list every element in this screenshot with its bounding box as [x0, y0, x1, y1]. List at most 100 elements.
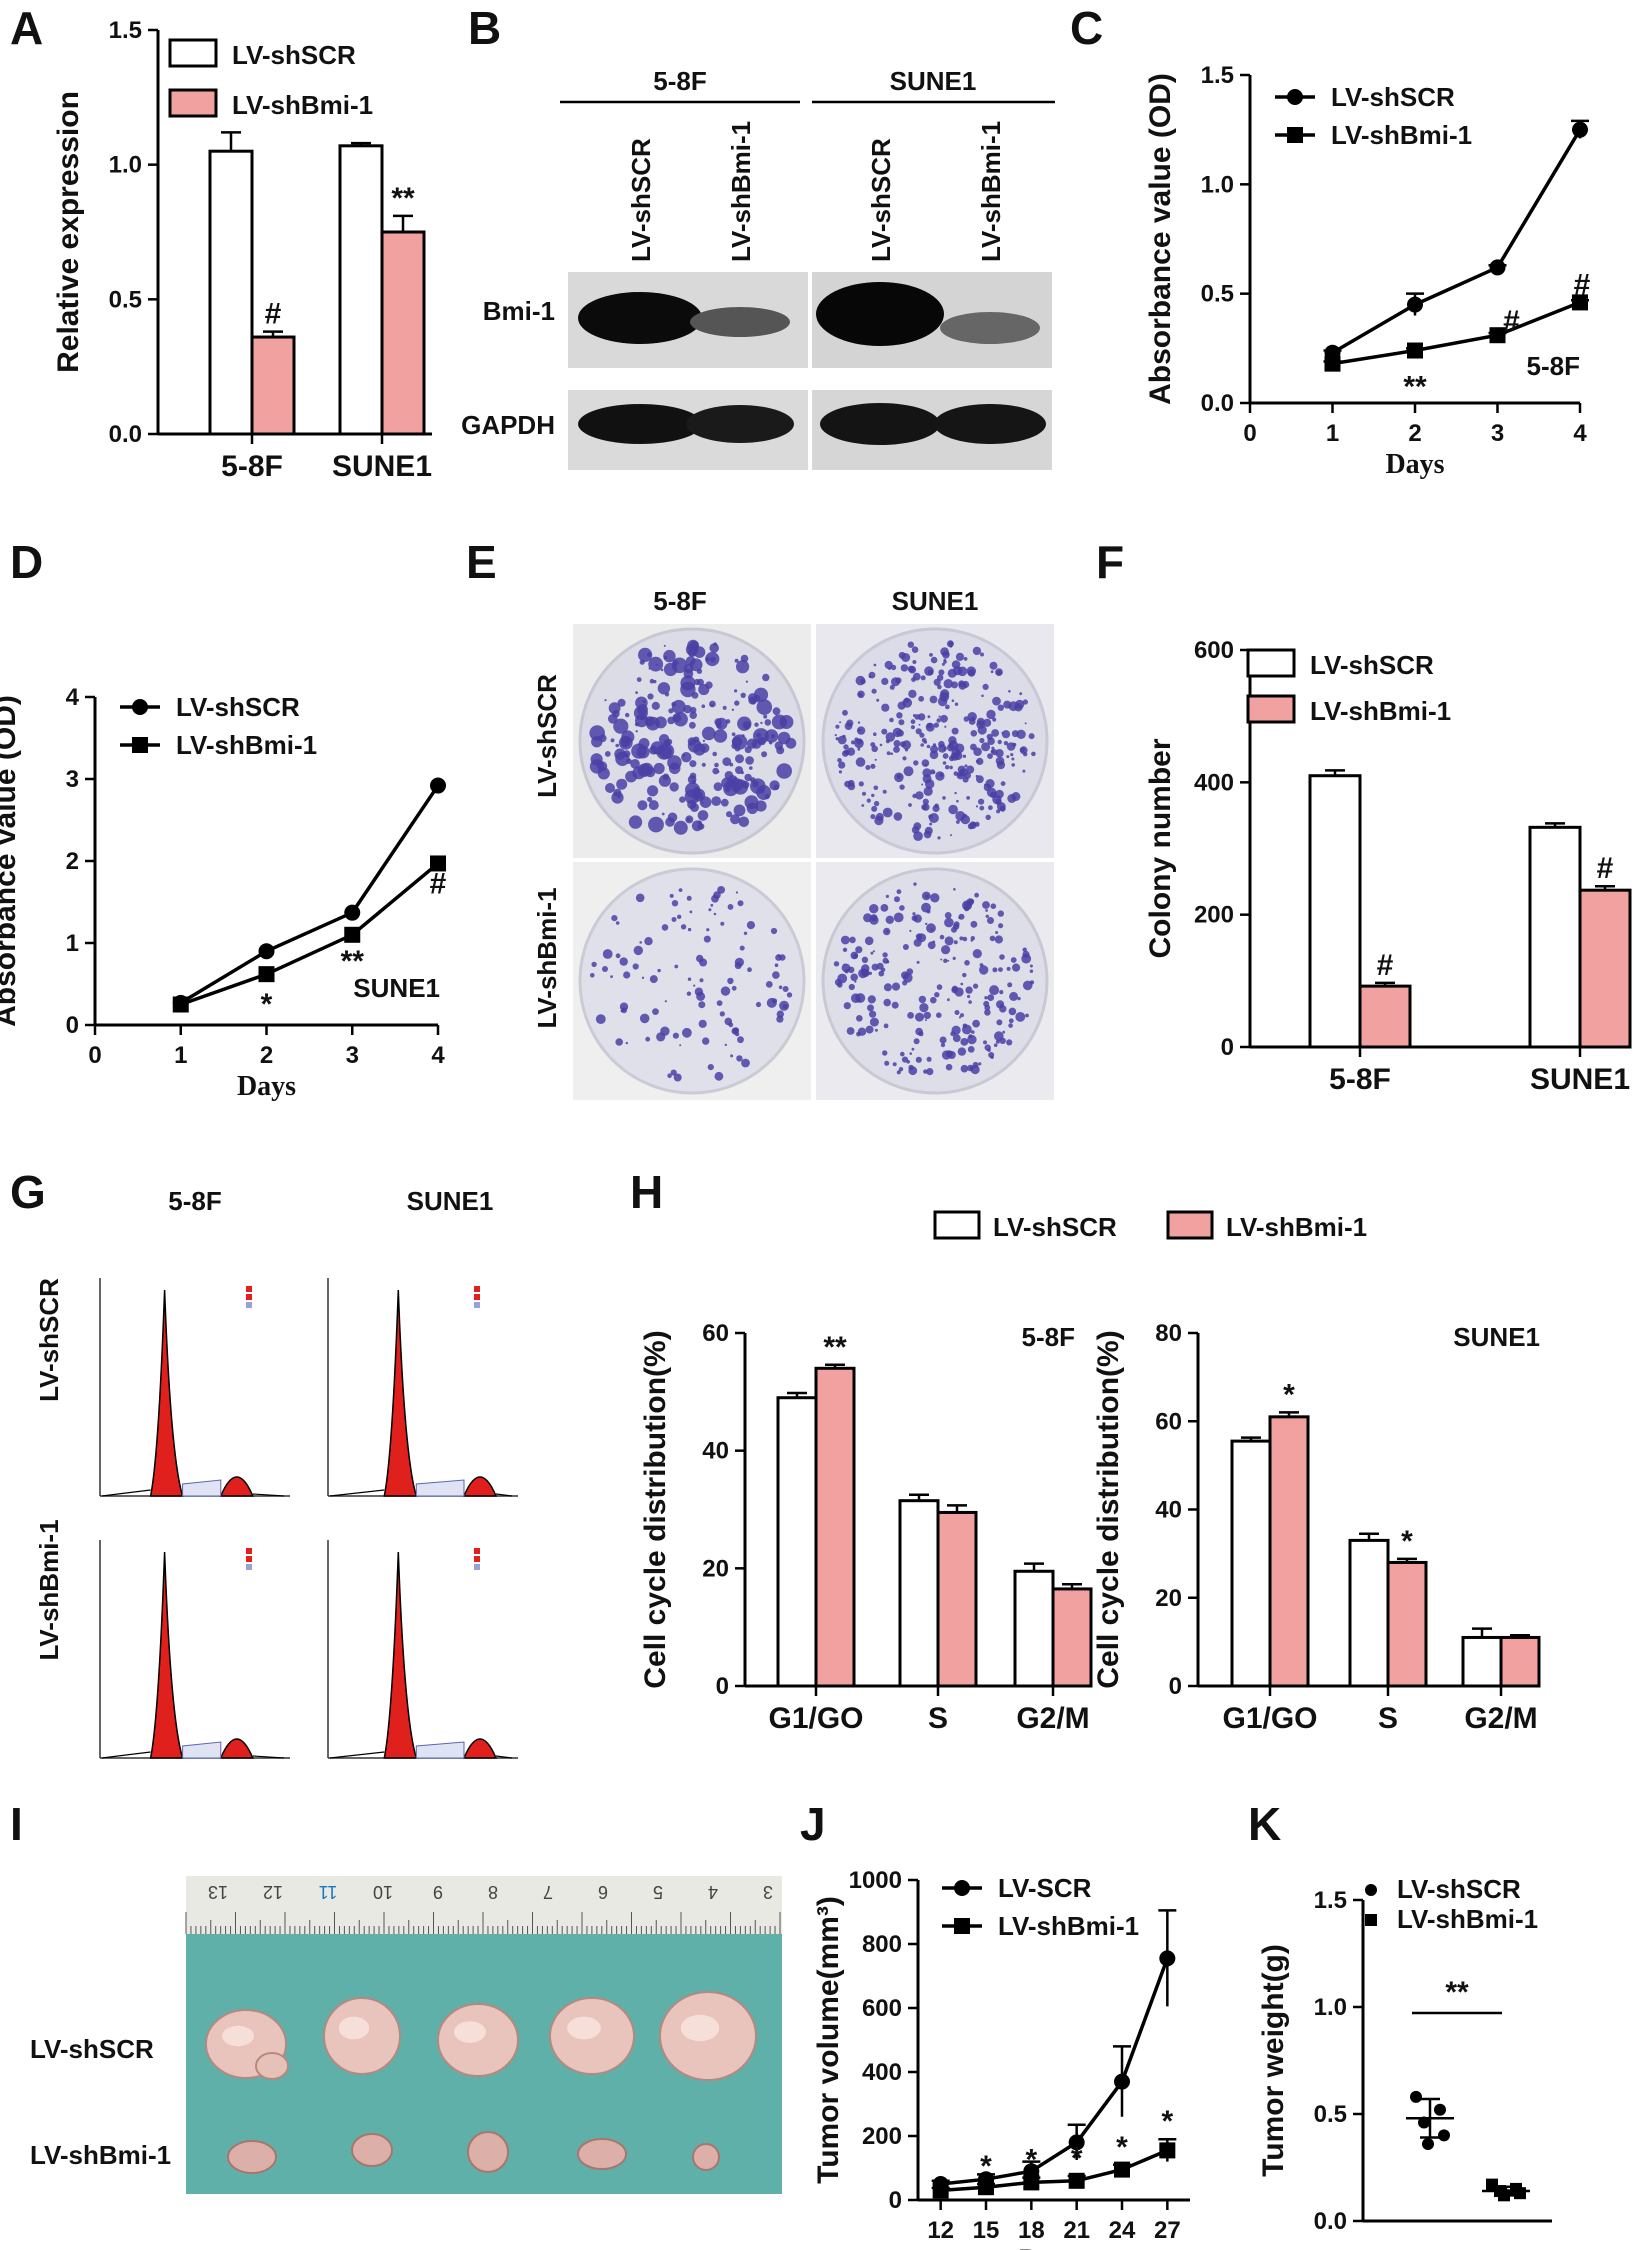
- colony-dot-0-148: [785, 737, 797, 749]
- colony-dot-0-89: [738, 816, 750, 828]
- colony-dot-3-207: [861, 956, 869, 963]
- colony-dot-2-22: [717, 886, 725, 894]
- colony-dot-3-94: [953, 888, 956, 891]
- colony-dot-1-24: [991, 729, 999, 737]
- colony-dot-1-16: [838, 761, 846, 769]
- colony-dot-1-3: [929, 822, 933, 826]
- colony-dot-3-74: [896, 889, 902, 895]
- ytick-label-F-3: 600: [1194, 637, 1234, 664]
- colony-dot-3-182: [960, 1064, 969, 1073]
- colony-dot-2-13: [671, 917, 677, 922]
- colony-dot-1-213: [844, 722, 853, 730]
- colony-dot-3-188: [962, 1024, 972, 1035]
- flow-peak-g2-2: [219, 1738, 254, 1759]
- legend-marker-J-1: [954, 1918, 970, 1934]
- band-bmi1-lane2: [690, 307, 790, 337]
- colony-dot-1-125: [954, 702, 959, 706]
- legend-label-C-1: LV-shBmi-1: [1331, 120, 1472, 150]
- colony-dot-2-46: [728, 1022, 734, 1028]
- colony-dot-1-310: [996, 760, 1006, 770]
- colony-dot-3-16: [970, 920, 978, 928]
- band-gapdh-lane2: [686, 405, 794, 443]
- ruler-label-5: 8: [488, 1882, 498, 1902]
- point-J-1-2: [1023, 2174, 1040, 2191]
- colony-dot-0-160: [737, 716, 752, 731]
- colony-dot-1-62: [910, 725, 916, 730]
- colony-dot-2-25: [708, 908, 712, 912]
- colony-dot-3-22: [1006, 1039, 1013, 1046]
- colony-dot-3-43: [837, 973, 848, 984]
- sig-D-2: **: [341, 945, 365, 978]
- colony-dot-1-92: [929, 695, 938, 704]
- colony-dot-1-257: [1001, 730, 1011, 739]
- colony-dot-3-8: [983, 1040, 987, 1045]
- colony-dot-2-71: [747, 967, 752, 973]
- point-J-1-0: [932, 2182, 949, 2199]
- flow-tail-0: [101, 1489, 285, 1497]
- xtick-label-J-5: 27: [1154, 2217, 1181, 2244]
- colony-dot-3-209: [936, 1012, 942, 1018]
- colony-dot-0-171: [663, 662, 678, 677]
- ruler-label-1: 12: [263, 1882, 283, 1902]
- colony-dot-1-128: [898, 719, 905, 726]
- colony-dot-1-197: [1012, 742, 1017, 747]
- colony-dot-3-18: [854, 980, 857, 983]
- ytick-label-F-0: 0: [1221, 1034, 1234, 1061]
- colony-dot-1-314: [992, 717, 997, 722]
- colony-dot-0-86: [729, 762, 734, 767]
- xtick-label-J-3: 21: [1063, 2217, 1090, 2244]
- point-D-1-0: [172, 996, 189, 1013]
- xtick-label-H1-2: G2/M: [1016, 1702, 1089, 1735]
- colony-dot-0-6: [625, 712, 630, 718]
- bar-H1-1-1: [936, 1510, 978, 1688]
- flow-legend-dot-3-0: [474, 1548, 480, 1554]
- colony-dot-1-137: [911, 677, 916, 682]
- colony-dot-3-149: [896, 1070, 901, 1075]
- colony-dot-1-250: [1014, 703, 1023, 712]
- colony-dot-0-68: [760, 721, 763, 725]
- colony-dot-2-61: [782, 1004, 788, 1009]
- tumor-shbmi1-2: [467, 2131, 509, 2173]
- sig-A-0: #: [265, 298, 282, 331]
- colony-dot-2-21: [645, 1036, 651, 1042]
- colony-dot-1-260: [921, 759, 930, 767]
- colony-dot-0-190: [637, 800, 648, 811]
- blot-lane-label-3: LV-shBmi-1: [976, 121, 1006, 262]
- colony-dot-1-66: [964, 764, 968, 768]
- colony-dot-1-156: [870, 742, 876, 748]
- legend-label-D-1: LV-shBmi-1: [176, 730, 317, 760]
- colony-dot-1-147: [923, 786, 933, 797]
- colony-dot-1-245: [855, 757, 866, 767]
- colony-dot-1-240: [979, 737, 985, 744]
- colony-dot-1-181: [935, 771, 945, 781]
- ytick-label-H1-0: 0: [716, 1673, 729, 1700]
- colony-dot-0-239: [690, 706, 697, 714]
- colony-dot-1-237: [991, 749, 998, 756]
- sig-C-1: **: [1403, 371, 1427, 404]
- ytick-label-C-0: 0.0: [1201, 390, 1234, 417]
- xlabel-D: Days: [237, 1071, 296, 1102]
- colony-dot-1-71: [980, 652, 984, 657]
- colony-dot-3-101: [998, 967, 1003, 972]
- colony-dot-0-198: [701, 704, 706, 708]
- sig-J-3: *: [1071, 2142, 1083, 2175]
- colony-dot-2-101: [731, 985, 737, 991]
- ytick-label-D-3: 3: [66, 766, 79, 793]
- colony-dot-1-155: [903, 766, 914, 777]
- colony-dot-0-248: [604, 751, 611, 757]
- colony-dot-2-108: [615, 953, 621, 959]
- colony-dot-1-313: [930, 745, 939, 754]
- colony-dot-3-77: [944, 936, 954, 946]
- colony-dot-1-252: [966, 796, 970, 800]
- colony-dot-2-100: [623, 971, 631, 979]
- sig-J-5: *: [1161, 2105, 1173, 2138]
- colony-dot-3-37: [944, 912, 952, 919]
- flow-tail-1: [329, 1489, 513, 1497]
- colony-dot-2-47: [786, 992, 793, 998]
- colony-dot-3-35: [911, 1047, 915, 1051]
- colony-dot-2-37: [632, 963, 639, 970]
- colony-col-58f: 5-8F: [653, 586, 706, 616]
- colony-dot-1-207: [956, 799, 959, 803]
- colony-dot-1-291: [911, 826, 920, 834]
